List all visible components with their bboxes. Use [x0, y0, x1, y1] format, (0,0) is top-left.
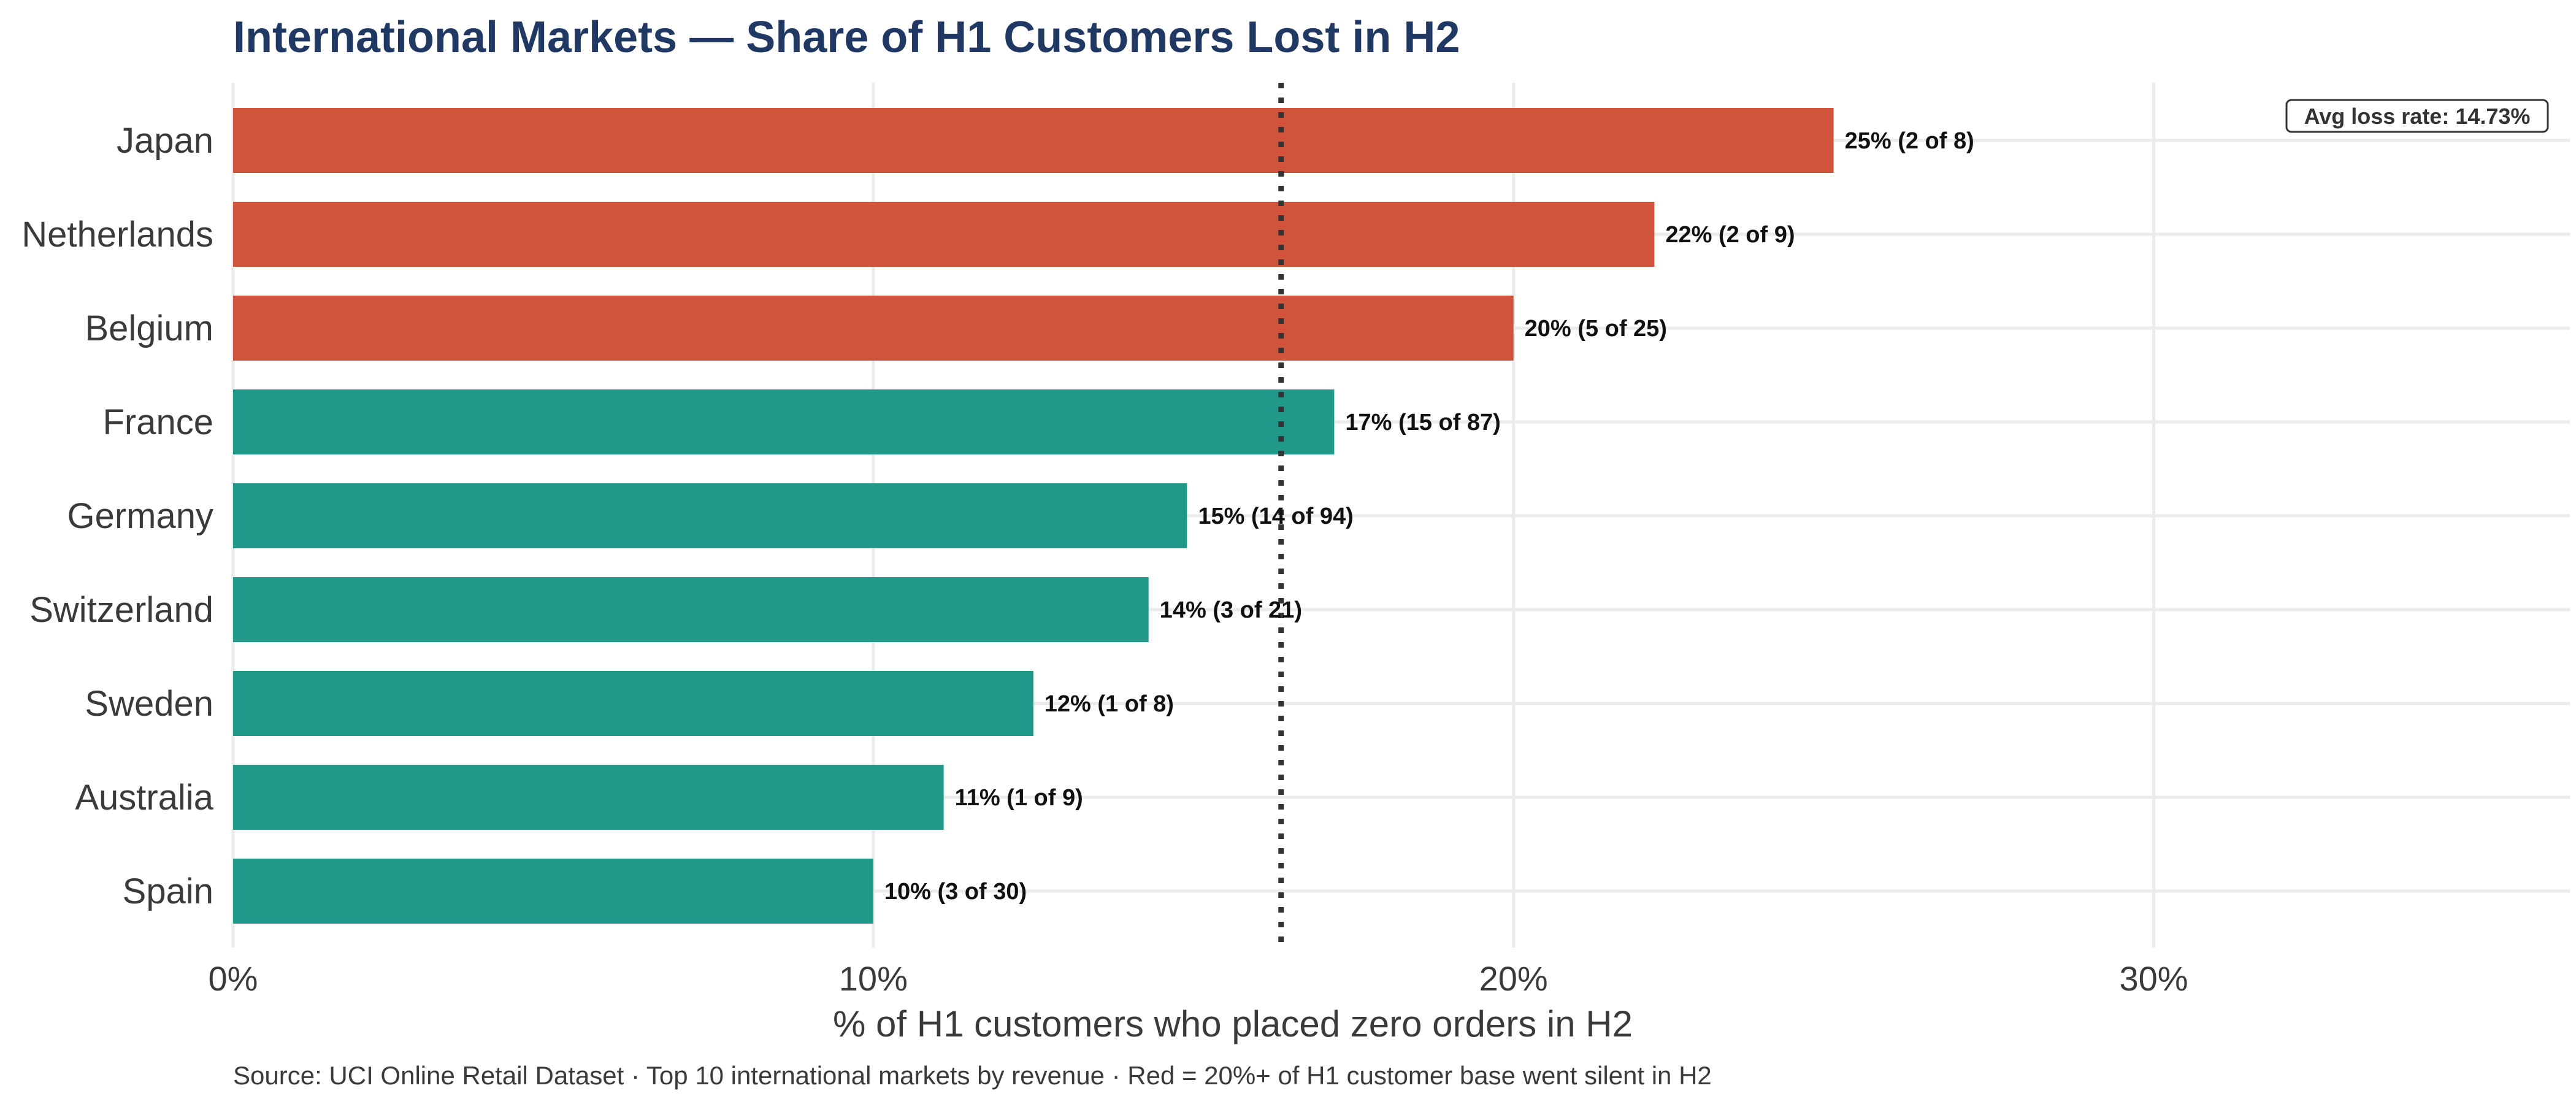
x-tick-label: 10% [839, 959, 908, 998]
category-label: Japan [117, 121, 213, 161]
bar-germany [233, 483, 1187, 548]
chart-caption: Source: UCI Online Retail Dataset · Top … [233, 1061, 1712, 1090]
x-tick-label: 30% [2119, 959, 2188, 998]
category-label: Sweden [85, 684, 213, 724]
x-axis-label: % of H1 customers who placed zero orders… [833, 1003, 1633, 1044]
bar-belgium [233, 296, 1514, 361]
bar-spain [233, 859, 873, 924]
bar-sweden [233, 671, 1033, 736]
avg-loss-label: Avg loss rate: 14.73% [2304, 104, 2531, 129]
bar-value-label: 11% (1 of 9) [955, 785, 1083, 811]
avg-loss-annotation: Avg loss rate: 14.73% [2285, 99, 2549, 133]
bar-value-label: 22% (2 of 9) [1665, 222, 1795, 248]
avg-loss-box [2285, 99, 2549, 133]
bar-value-label: 17% (15 of 87) [1345, 410, 1500, 435]
category-label: France [102, 402, 213, 442]
category-label: Netherlands [21, 215, 213, 255]
category-label: Germany [67, 496, 213, 536]
category-label: Australia [75, 778, 213, 818]
bar-value-label: 25% (2 of 8) [1845, 128, 1974, 154]
bars-layer [233, 108, 1834, 924]
bar-australia [233, 765, 944, 830]
x-tick-label: 20% [1479, 959, 1548, 998]
category-label: Belgium [85, 308, 213, 348]
x-tick-label: 0% [209, 959, 258, 998]
bar-netherlands [233, 202, 1655, 267]
bar-value-label: 15% (14 of 94) [1198, 504, 1353, 529]
text-layer: 0% 10% 20% 30% Japan 25% (2 of 8) Netherlands 2… [21, 121, 2188, 998]
bar-switzerland [233, 577, 1149, 642]
bar-value-label: 12% (1 of 8) [1045, 691, 1174, 717]
category-label: Switzerland [29, 590, 213, 630]
bar-france [233, 389, 1335, 454]
bar-value-label: 20% (5 of 25) [1525, 316, 1667, 342]
bar-japan [233, 108, 1834, 173]
bar-value-label: 10% (3 of 30) [884, 879, 1027, 905]
category-label: Spain [123, 871, 213, 911]
chart-title: International Markets — Share of H1 Cust… [233, 13, 1460, 62]
bar-value-label: 14% (3 of 21) [1160, 597, 1302, 623]
